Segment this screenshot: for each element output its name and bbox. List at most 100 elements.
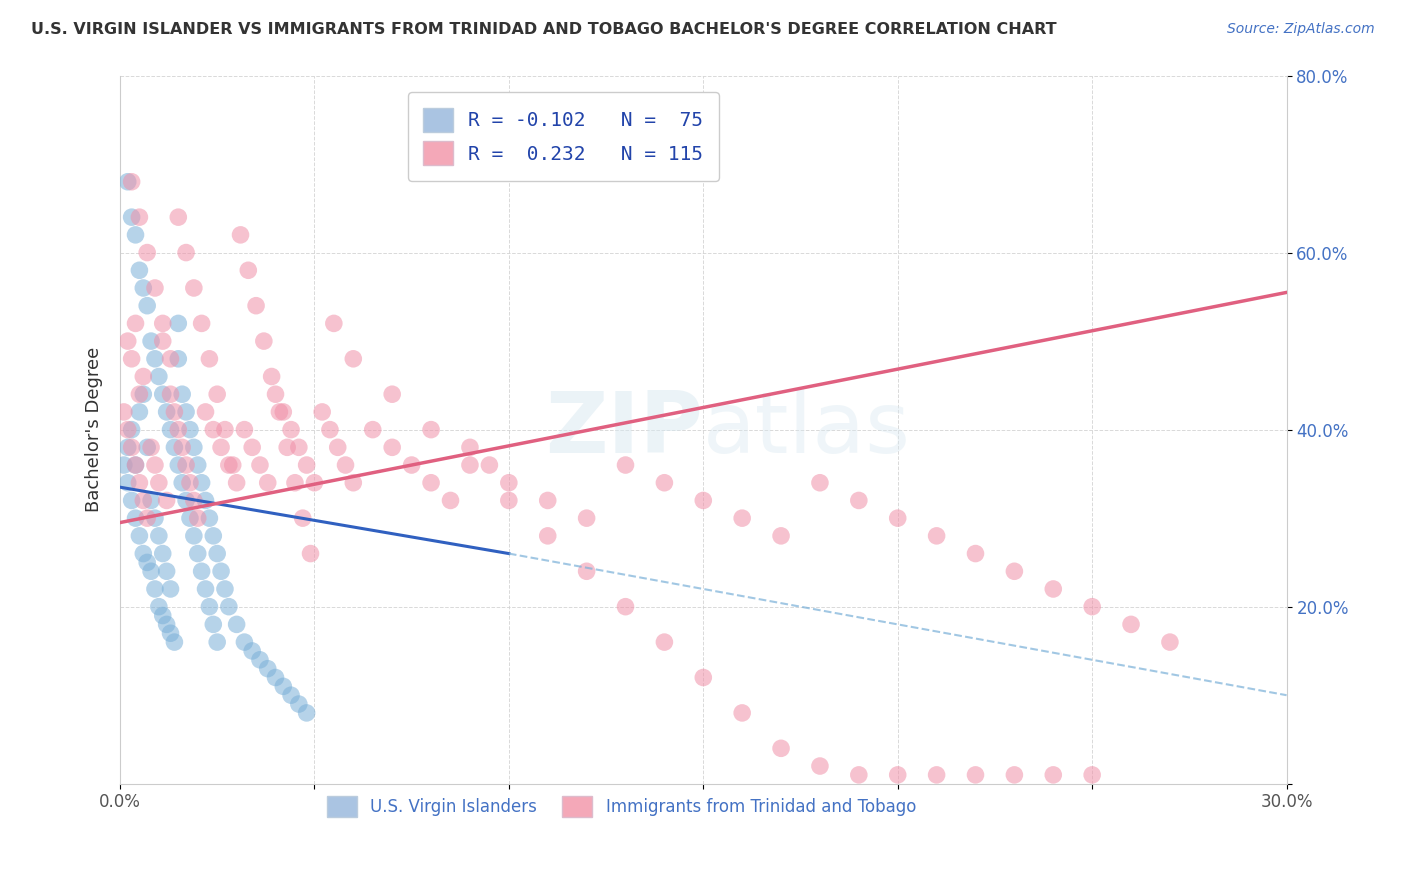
Point [117,175,139,189]
Point [770,529,793,543]
Point [614,458,637,472]
Point [148,529,170,543]
Point [1159,635,1181,649]
Point [198,351,221,366]
Text: atlas: atlas [703,388,911,471]
Point [1081,768,1104,782]
Point [225,475,247,490]
Point [190,317,212,331]
Text: ZIP: ZIP [546,388,703,471]
Point [280,688,302,702]
Point [233,635,256,649]
Point [401,458,423,472]
Point [361,423,384,437]
Point [731,706,754,720]
Point [112,458,135,472]
Point [311,405,333,419]
Point [136,245,159,260]
Point [167,458,190,472]
Point [121,351,143,366]
Point [159,582,181,596]
Point [222,458,245,472]
Point [537,493,560,508]
Point [229,227,252,242]
Point [187,511,209,525]
Point [124,458,146,472]
Point [136,511,159,525]
Point [194,493,217,508]
Point [132,281,155,295]
Point [183,493,205,508]
Point [174,245,197,260]
Point [159,387,181,401]
Point [322,317,344,331]
Point [269,405,291,419]
Point [925,529,948,543]
Point [284,475,307,490]
Point [167,317,190,331]
Point [218,599,240,614]
Point [132,387,155,401]
Point [121,210,143,224]
Point [304,475,326,490]
Point [152,608,174,623]
Point [156,617,179,632]
Point [202,423,225,437]
Point [139,493,162,508]
Point [128,529,150,543]
Point [143,351,166,366]
Point [886,768,908,782]
Point [205,635,228,649]
Point [187,458,209,472]
Point [253,334,276,348]
Point [276,440,298,454]
Point [174,405,197,419]
Y-axis label: Bachelor's Degree: Bachelor's Degree [86,347,103,512]
Point [342,475,364,490]
Point [163,635,186,649]
Point [420,423,443,437]
Point [886,511,908,525]
Point [214,423,236,437]
Point [692,493,714,508]
Point [458,440,481,454]
Point [143,458,166,472]
Point [808,475,831,490]
Point [152,387,174,401]
Point [156,405,179,419]
Point [139,564,162,578]
Point [233,423,256,437]
Point [148,369,170,384]
Point [925,768,948,782]
Point [112,405,135,419]
Point [256,662,278,676]
Point [152,547,174,561]
Point [124,458,146,472]
Point [132,369,155,384]
Point [194,582,217,596]
Point [965,547,987,561]
Point [159,351,181,366]
Point [159,626,181,640]
Point [205,387,228,401]
Point [808,759,831,773]
Point [167,423,190,437]
Point [117,423,139,437]
Point [179,423,201,437]
Point [136,556,159,570]
Point [965,768,987,782]
Point [654,635,676,649]
Point [136,440,159,454]
Point [288,697,311,711]
Point [124,227,146,242]
Point [156,493,179,508]
Point [264,671,287,685]
Point [225,617,247,632]
Point [575,564,598,578]
Point [1002,564,1025,578]
Point [156,564,179,578]
Point [183,529,205,543]
Point [174,458,197,472]
Point [163,440,186,454]
Point [214,582,236,596]
